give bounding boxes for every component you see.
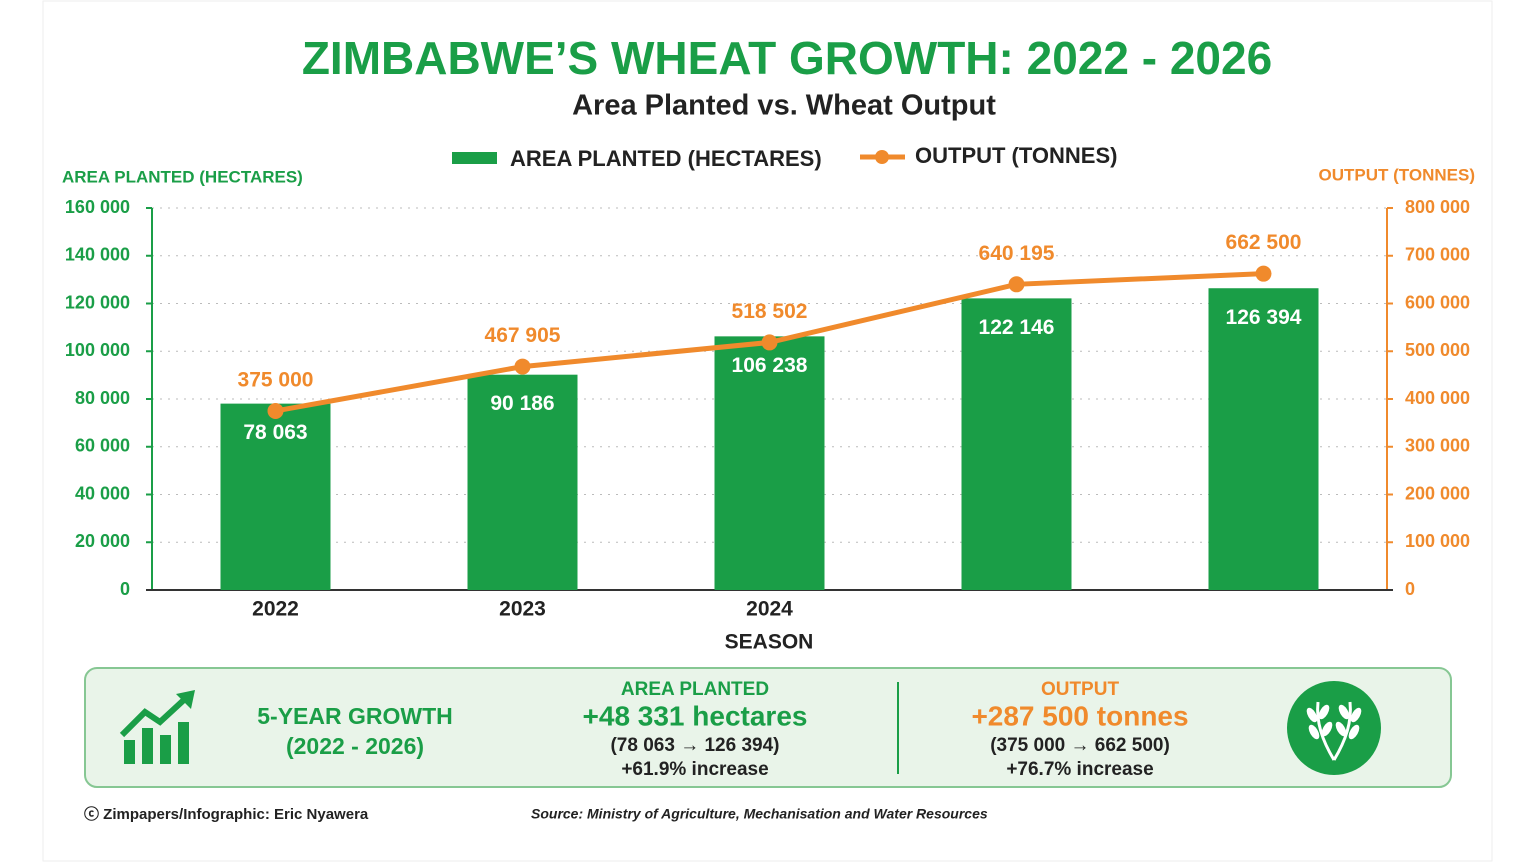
y-tick-label: 120 000 — [65, 292, 130, 312]
y2-tick-label: 200 000 — [1405, 483, 1470, 503]
y-tick-label: 60 000 — [75, 436, 130, 456]
y2-tick-label: 600 000 — [1405, 292, 1470, 312]
x-tick-label: 2023 — [499, 598, 546, 621]
y-tick-label: 40 000 — [75, 483, 130, 503]
bar-value-label: 126 394 — [1226, 306, 1302, 329]
y-axis-title: AREA PLANTED (HECTARES) — [62, 167, 303, 186]
y-tick-label: 140 000 — [65, 245, 130, 265]
y2-tick-label: 100 000 — [1405, 531, 1470, 551]
x-axis-title: SEASON — [725, 631, 814, 654]
legend-swatch-bars — [452, 152, 497, 164]
y-tick-label: 160 000 — [65, 197, 130, 217]
legend-label: AREA PLANTED (HECTARES) — [510, 146, 822, 171]
x-tick-label: 2024 — [746, 598, 793, 621]
output-change: +287 500 tonnes — [971, 700, 1188, 731]
y2-tick-label: 300 000 — [1405, 436, 1470, 456]
bar — [467, 374, 578, 590]
summary-box: 5-YEAR GROWTH (2022 - 2026) AREA PLANTED… — [84, 667, 1452, 788]
y-tick-label: 20 000 — [75, 531, 130, 551]
line-marker — [1255, 265, 1272, 282]
bar-value-label: 106 238 — [732, 354, 808, 377]
line-marker — [514, 358, 531, 375]
bar-value-label: 90 186 — [490, 392, 554, 415]
y-tick-label: 0 — [120, 579, 130, 599]
output-title: OUTPUT — [1041, 679, 1120, 700]
line-value-label: 375 000 — [238, 368, 314, 391]
y-tick-label: 80 000 — [75, 388, 130, 408]
bar-value-label: 78 063 — [243, 421, 307, 444]
output-percent: +76.7% increase — [1006, 759, 1153, 780]
x-tick-label: 2022 — [252, 598, 299, 621]
wheat-icon — [1287, 681, 1381, 775]
growth-title: 5-YEAR GROWTH — [257, 703, 453, 729]
line-marker — [267, 402, 284, 419]
output-range: (375 000 → 662 500) — [990, 735, 1170, 756]
area-title: AREA PLANTED — [621, 679, 769, 700]
line-marker — [1008, 276, 1025, 293]
chart-title: ZIMBABWE’S WHEAT GROWTH: 2022 - 2026 — [302, 32, 1272, 84]
y2-tick-label: 0 — [1405, 579, 1415, 599]
y2-tick-label: 500 000 — [1405, 340, 1470, 360]
y2-tick-label: 800 000 — [1405, 197, 1470, 217]
legend-swatch-marker — [875, 150, 889, 164]
y2-tick-label: 700 000 — [1405, 245, 1470, 265]
legend-label: OUTPUT (TONNES) — [915, 143, 1117, 168]
source: Source: Ministry of Agriculture, Mechani… — [531, 806, 988, 822]
line-value-label: 467 905 — [485, 324, 561, 347]
bar-value-label: 122 146 — [979, 316, 1055, 339]
bar — [220, 403, 331, 590]
y2-tick-label: 400 000 — [1405, 388, 1470, 408]
bar — [961, 298, 1072, 590]
y2-axis-title: OUTPUT (TONNES) — [1319, 165, 1475, 184]
bar — [1208, 288, 1319, 590]
line-value-label: 662 500 — [1226, 231, 1302, 254]
bar — [714, 336, 825, 590]
summary-panel — [84, 667, 1452, 788]
y-tick-label: 100 000 — [65, 340, 130, 360]
area-range: (78 063 → 126 394) — [610, 735, 779, 756]
line-value-label: 640 195 — [979, 242, 1055, 265]
area-percent: +61.9% increase — [621, 759, 768, 780]
line-marker — [761, 334, 778, 351]
area-change: +48 331 hectares — [583, 700, 808, 731]
growth-period: (2022 - 2026) — [286, 733, 424, 759]
chart-subtitle: Area Planted vs. Wheat Output — [572, 90, 996, 122]
credit: ⓒ Zimpapers/Infographic: Eric Nyawera — [84, 805, 369, 823]
growth-icon — [119, 690, 195, 764]
line-value-label: 518 502 — [732, 300, 808, 323]
